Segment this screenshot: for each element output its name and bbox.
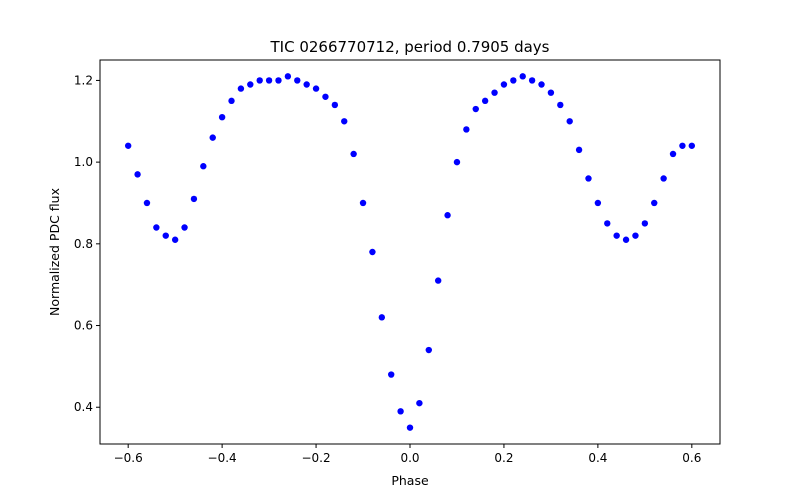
- data-point: [416, 399, 423, 407]
- data-point: [369, 248, 376, 256]
- data-point: [660, 175, 667, 182]
- data-point: [519, 73, 526, 80]
- data-point: [284, 73, 292, 80]
- data-point: [341, 118, 348, 125]
- data-point: [406, 424, 414, 431]
- data-point: [463, 126, 470, 133]
- chart-title: TIC 0266770712, period 0.7905 days: [269, 38, 549, 56]
- y-axis-label: Normalized PDC flux: [47, 188, 62, 316]
- data-point: [688, 142, 696, 149]
- data-point: [641, 220, 649, 227]
- data-point: [566, 118, 573, 125]
- data-point: [265, 77, 273, 84]
- data-point: [585, 175, 592, 182]
- data-points: [124, 73, 696, 431]
- data-point: [538, 81, 545, 88]
- data-point: [143, 199, 151, 207]
- data-point: [322, 93, 329, 100]
- data-point: [247, 81, 254, 88]
- x-tick-label: −0.2: [301, 451, 330, 465]
- data-point: [124, 142, 132, 149]
- data-point: [594, 199, 602, 207]
- x-tick-label: 0.4: [588, 451, 607, 465]
- data-point: [134, 171, 141, 178]
- data-point: [256, 77, 263, 84]
- data-point: [153, 224, 160, 231]
- data-point: [500, 81, 508, 88]
- data-point: [388, 371, 395, 378]
- data-point: [604, 220, 611, 227]
- data-point: [162, 232, 169, 239]
- data-point: [613, 232, 620, 239]
- data-point: [669, 150, 677, 158]
- data-point: [425, 346, 432, 354]
- data-point: [350, 150, 357, 158]
- data-point: [632, 232, 639, 239]
- x-tick-label: 0.0: [400, 451, 419, 465]
- data-point: [303, 81, 310, 88]
- y-tick-label: 1.2: [74, 73, 93, 87]
- data-point: [397, 408, 404, 415]
- data-point: [444, 212, 451, 219]
- data-point: [209, 134, 216, 141]
- data-point: [510, 77, 517, 84]
- y-tick-label: 1.0: [74, 155, 93, 169]
- data-point: [171, 236, 179, 243]
- data-point: [651, 199, 658, 207]
- data-point: [557, 101, 564, 109]
- data-point: [378, 314, 386, 321]
- y-axis-ticks: 0.4 0.6 0.8 1.0 1.2: [74, 73, 100, 414]
- data-point: [575, 146, 583, 154]
- data-point: [481, 97, 489, 105]
- data-point: [228, 97, 235, 105]
- x-tick-label: −0.6: [114, 451, 143, 465]
- data-point: [434, 277, 442, 284]
- data-point: [275, 77, 282, 84]
- y-tick-label: 0.4: [74, 400, 93, 414]
- data-point: [622, 236, 630, 243]
- data-point: [190, 195, 198, 203]
- data-point: [453, 158, 461, 166]
- data-point: [359, 199, 367, 207]
- x-axis-ticks: −0.6 −0.4 −0.2 0.0 0.2 0.4 0.6: [114, 444, 701, 465]
- y-tick-label: 0.8: [74, 237, 93, 251]
- x-axis-label: Phase: [391, 473, 429, 488]
- data-point: [181, 224, 188, 231]
- data-point: [679, 142, 686, 149]
- data-point: [528, 77, 536, 84]
- data-point: [200, 163, 207, 170]
- data-point: [294, 77, 301, 84]
- data-point: [218, 113, 226, 121]
- data-point: [312, 85, 320, 92]
- data-point: [491, 89, 498, 96]
- data-point: [331, 101, 339, 109]
- y-tick-label: 0.6: [74, 319, 93, 333]
- x-tick-label: 0.6: [682, 451, 701, 465]
- data-point: [237, 85, 245, 92]
- data-point: [547, 89, 555, 96]
- data-point: [472, 105, 479, 113]
- plot-frame: [99, 59, 721, 445]
- x-tick-label: −0.4: [208, 451, 237, 465]
- x-tick-label: 0.2: [494, 451, 513, 465]
